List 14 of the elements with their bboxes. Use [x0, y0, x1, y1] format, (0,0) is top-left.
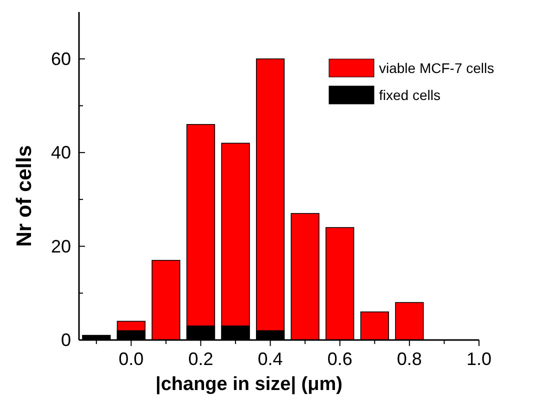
y-axis-title: Nr of cells: [13, 145, 36, 247]
x-tick-label: 0.2: [188, 349, 214, 369]
x-tick-label: 0.0: [118, 349, 144, 369]
legend-label: fixed cells: [379, 87, 440, 103]
x-tick-label: 0.4: [258, 349, 283, 369]
y-tick-label: 20: [50, 236, 71, 256]
legend-label: viable MCF-7 cells: [379, 60, 494, 76]
x-tick-label: 1.0: [466, 349, 492, 369]
y-tick-label: 60: [50, 48, 71, 69]
x-axis-title: |change in size| (μm): [156, 374, 342, 395]
x-tick-label: 0.8: [396, 349, 422, 369]
x-tick-label: 0.6: [327, 349, 352, 369]
y-tick-label: 0: [60, 330, 71, 350]
y-tick-label: 40: [50, 142, 71, 163]
